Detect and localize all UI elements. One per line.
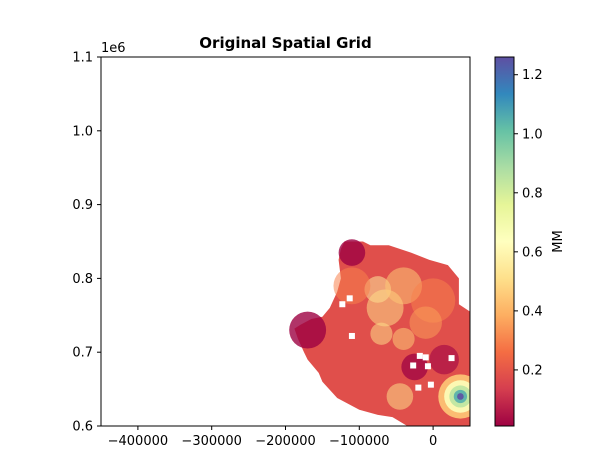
y-tick-label: 0.8 xyxy=(72,272,93,287)
missing-cell xyxy=(448,355,455,362)
y-tick-label: 0.6 xyxy=(72,420,93,435)
x-tick-label: −100000 xyxy=(329,434,390,449)
x-tick-label: −300000 xyxy=(181,434,242,449)
missing-cell xyxy=(424,363,431,370)
hotspot xyxy=(333,267,371,305)
y-tick-label: 1.1 xyxy=(72,51,93,66)
hotspot xyxy=(409,306,442,339)
colorbar-axis: 0.2 0.4 0.6 0.8 1.0 1.2 xyxy=(514,68,543,378)
missing-cell xyxy=(348,332,355,339)
colorbar-tick-label: 0.2 xyxy=(522,363,543,378)
missing-cell xyxy=(422,354,429,361)
missing-cell xyxy=(346,295,353,302)
x-tick-label: −400000 xyxy=(108,434,169,449)
colorbar-label: MM xyxy=(551,230,566,252)
y-tick-label: 1.0 xyxy=(72,124,93,139)
missing-cell xyxy=(339,301,346,308)
colorbar xyxy=(494,56,515,427)
missing-cell xyxy=(416,352,423,359)
y-tick-label: 0.7 xyxy=(72,346,93,361)
colorbar-tick-label: 0.8 xyxy=(522,186,543,201)
heatmap-field xyxy=(289,239,470,426)
peak-ring xyxy=(457,393,464,400)
x-tick-label: −200000 xyxy=(255,434,316,449)
y-offset-label: 1e6 xyxy=(101,41,126,56)
y-axis: 0.6 0.7 0.8 0.9 1.0 1.1 xyxy=(72,51,101,435)
colorbar-tick-label: 1.2 xyxy=(522,68,543,83)
missing-cell xyxy=(410,362,417,369)
y-tick-label: 0.9 xyxy=(72,198,93,213)
low-value-zone xyxy=(289,311,327,349)
low-value-zone xyxy=(338,239,366,266)
hotspot xyxy=(370,322,393,345)
colorbar-tick-label: 1.0 xyxy=(522,127,543,142)
colorbar-tick-label: 0.6 xyxy=(522,245,543,260)
low-value-zone xyxy=(429,344,459,375)
hotspot xyxy=(386,383,414,410)
x-axis: −400000 −300000 −200000 −100000 0 xyxy=(108,426,437,449)
missing-cell xyxy=(427,381,434,388)
x-tick-label: 0 xyxy=(429,434,437,449)
missing-cell xyxy=(415,384,422,391)
chart-title: Original Spatial Grid xyxy=(199,34,371,52)
hotspot xyxy=(392,327,415,350)
colorbar-tick-label: 0.4 xyxy=(522,304,543,319)
